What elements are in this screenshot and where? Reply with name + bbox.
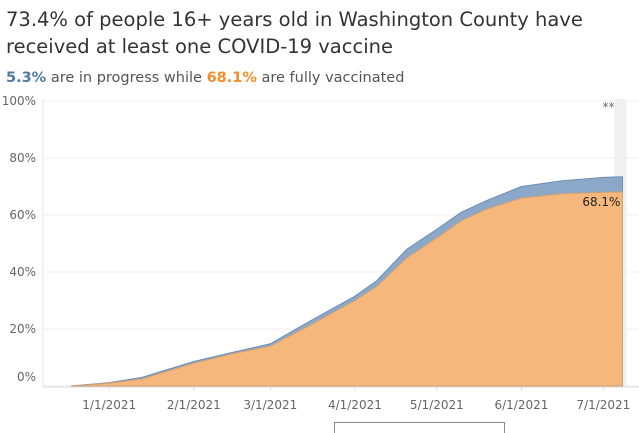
x-tick-label: 6/1/2021 [494,398,548,412]
y-tick-label: 0% [17,370,36,384]
in-progress-value: 5.3% [6,70,47,86]
annotation-asterisks: ** [602,100,614,114]
y-tick-label: 80% [9,151,36,165]
y-tick-label: 100% [2,94,36,108]
x-tick-label: 1/1/2021 [82,398,136,412]
x-tick-label: 5/1/2021 [410,398,464,412]
area-fully-vaccinated [70,191,624,387]
subtitle-end: are fully vaccinated [256,70,405,86]
chart-title: 73.4% of people 16+ years old in Washing… [6,8,583,58]
subtitle-mid: are in progress while [46,70,207,86]
end-value-label: 68.1% [582,195,620,209]
y-tick-label: 40% [9,265,36,279]
x-tick-label: 4/1/2021 [328,398,382,412]
x-tick-label: 3/1/2021 [243,398,297,412]
x-tick-label: 7/1/2021 [576,398,630,412]
x-tick-label: 2/1/2021 [167,398,221,412]
chart-subtitle: 5.3% are in progress while 68.1% are ful… [6,70,404,86]
y-tick-label: 60% [9,208,36,222]
fully-vaccinated-value: 68.1% [206,70,257,86]
legend-box [334,422,505,433]
y-tick-label: 20% [9,322,36,336]
